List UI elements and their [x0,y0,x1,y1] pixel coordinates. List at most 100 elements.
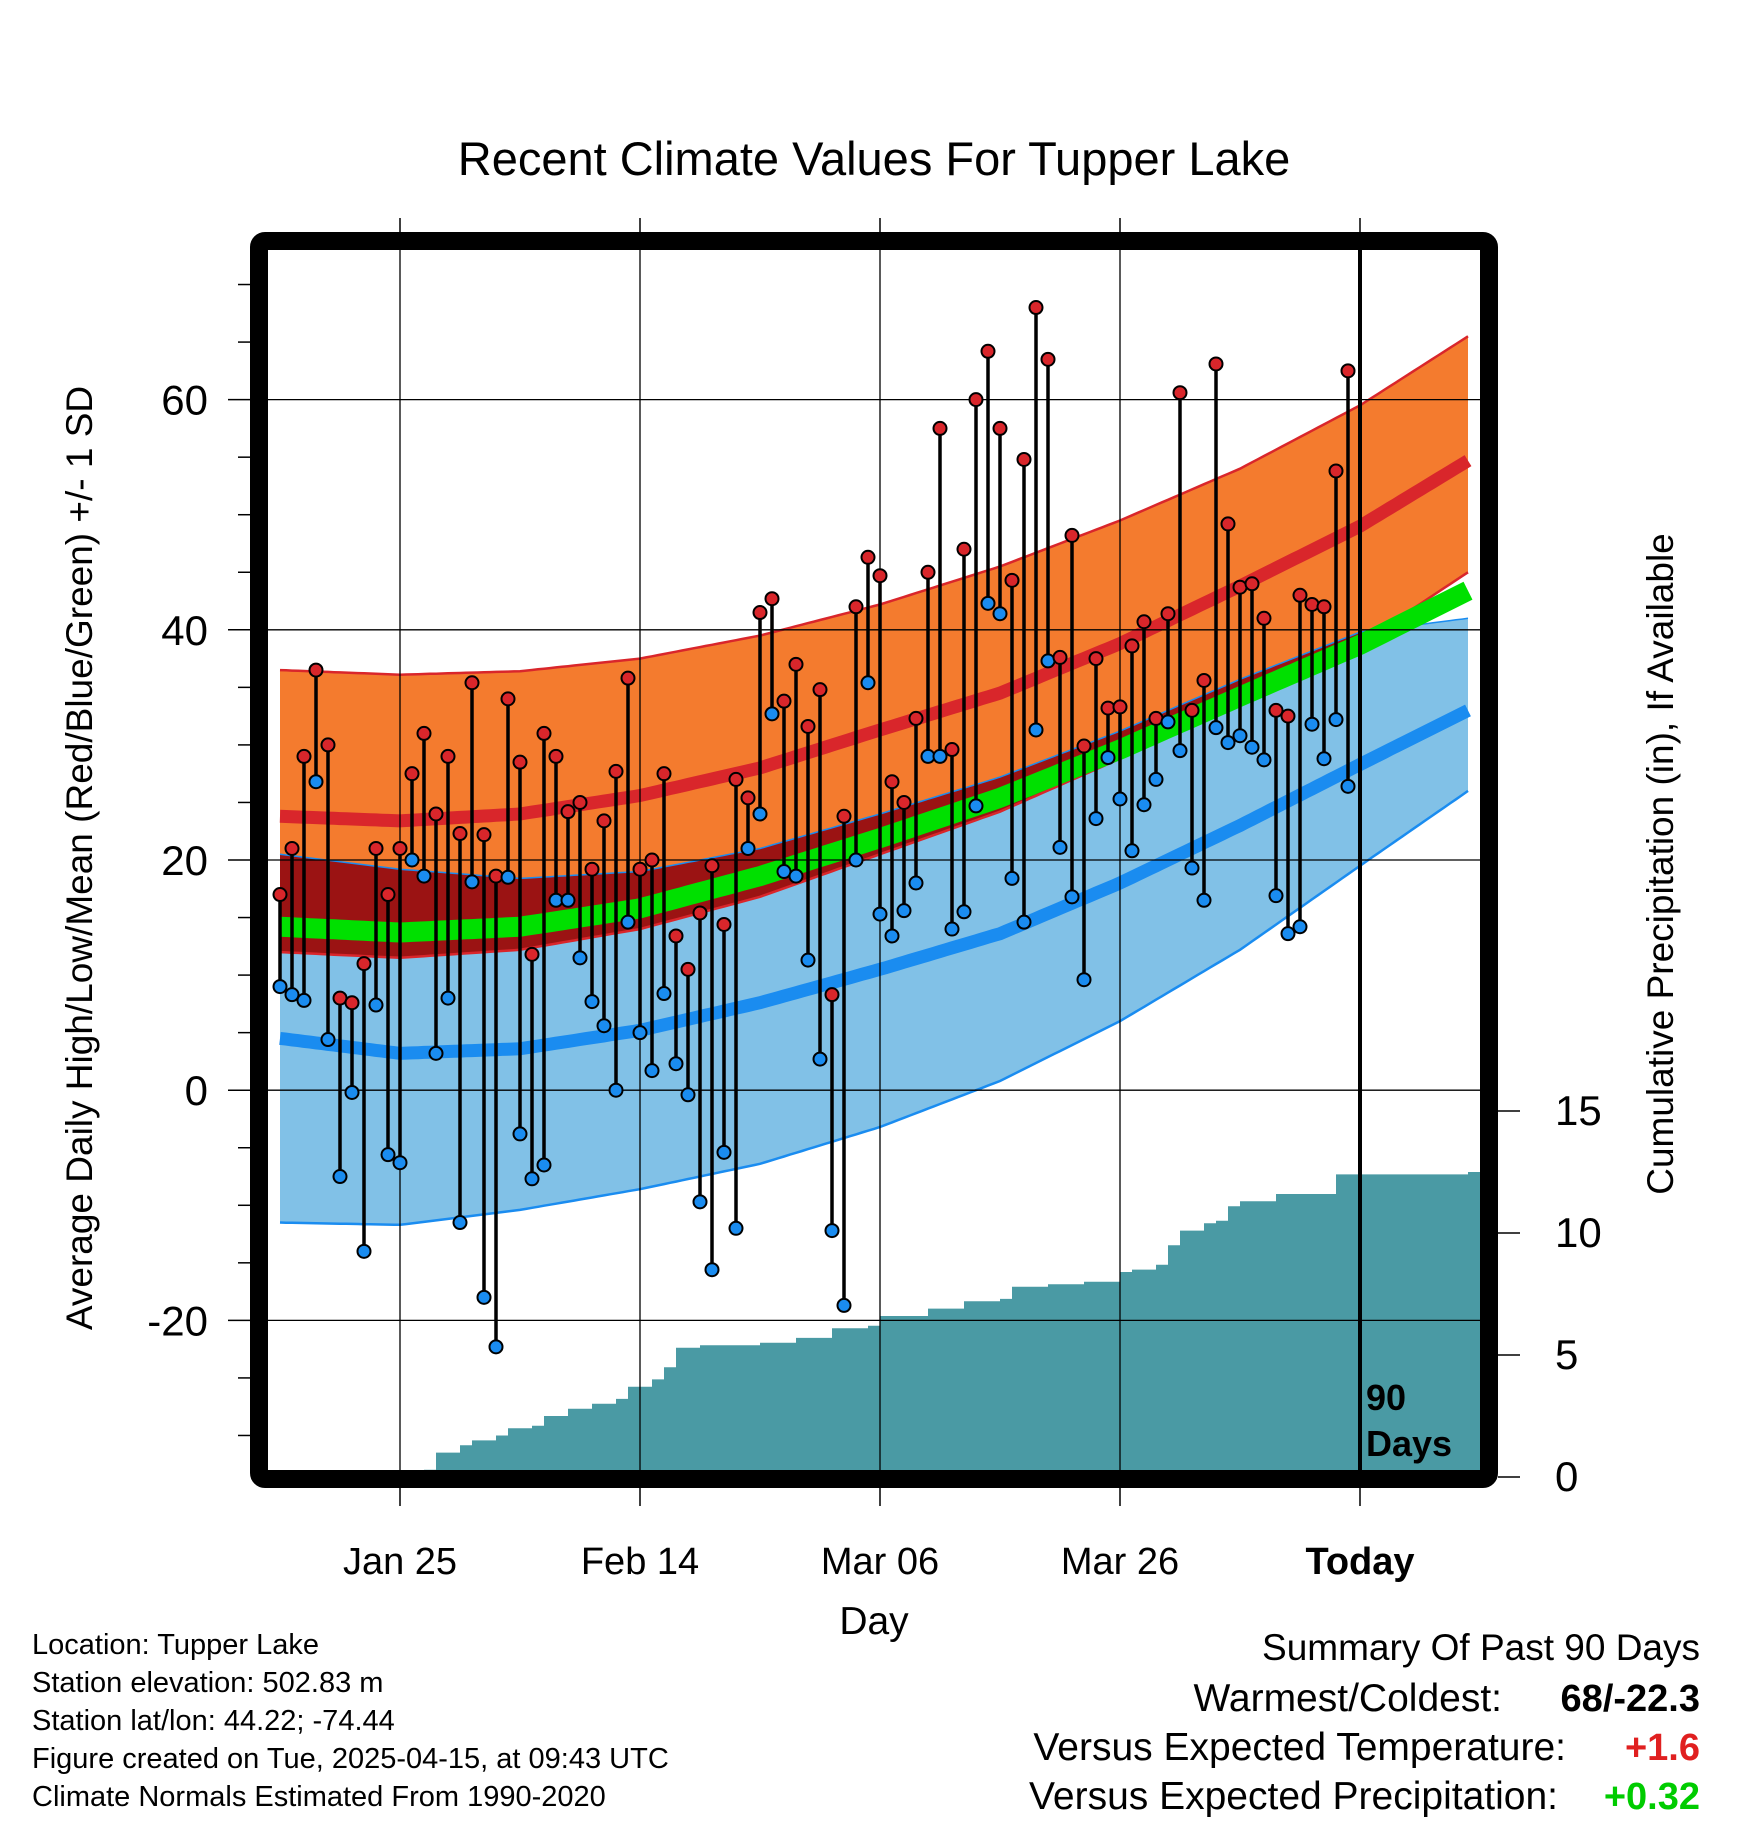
daily-high-point [404,766,420,782]
daily-high-point [908,710,924,726]
daily-high-point [1292,587,1308,603]
daily-high-point [512,754,528,770]
daily-high-point [776,693,792,709]
daily-high-point [572,794,588,810]
daily-low-point [956,904,972,920]
daily-high-point [1076,738,1092,754]
footer-latlon: Station lat/lon: 44.22; -74.44 [32,1705,395,1737]
y-axis: -20 0 20 40 60 [147,283,250,1437]
daily-low-point [704,1262,720,1278]
daily-high-point [680,961,696,977]
daily-low-point [404,852,420,868]
daily-low-point [320,1032,336,1048]
y-tick-label: 0 [185,1067,208,1114]
daily-high-point [308,662,324,678]
daily-low-point [284,987,300,1003]
daily-low-point [500,869,516,885]
daily-high-point [1028,300,1044,316]
daily-low-point [416,868,432,884]
daily-high-point [1172,385,1188,401]
summary-extremes-value: 68/-22.3 [1560,1678,1700,1720]
low-sd-band [280,618,1468,1225]
daily-low-point [368,997,384,1013]
daily-low-point [596,1018,612,1034]
y-tick-label: 20 [161,837,208,884]
daily-low-point [440,990,456,1006]
daily-high-point [476,827,492,843]
daily-low-point [740,840,756,856]
daily-high-point [392,840,408,856]
daily-low-point [476,1289,492,1305]
daily-low-point [680,1087,696,1103]
daily-high-point [1148,710,1164,726]
plot-area: 90 Days -20 0 20 40 60 0 5 10 15 Jan 25 Feb 14 Mar 06… [147,218,1602,1583]
daily-high-point [812,682,828,698]
daily-low-point [1016,914,1032,930]
daily-low-point [1064,889,1080,905]
daily-low-point [272,979,288,995]
daily-low-point [632,1025,648,1041]
x-tick-label: Mar 26 [1061,1541,1179,1583]
daily-high-point [1016,451,1032,467]
daily-low-point [524,1171,540,1187]
normal-high-line [279,455,1472,828]
daily-low-point [932,748,948,764]
daily-high-point [656,766,672,782]
daily-low-point [1172,743,1188,759]
y2-axis: 0 5 10 15 [1498,1087,1602,1500]
y2-tick-label: 15 [1555,1087,1602,1134]
daily-high-point [1052,649,1068,665]
daily-low-point [944,921,960,937]
daily-low-point [392,1155,408,1171]
daily-high-point [884,774,900,790]
daily-high-point [632,861,648,877]
summary-title: Summary Of Past 90 Days [1262,1627,1700,1668]
daily-low-point [800,952,816,968]
daily-high-point [848,599,864,615]
daily-low-point [728,1220,744,1236]
daily-low-point [836,1297,852,1313]
x-axis-label: Day [839,1600,909,1643]
normal-mean-line [279,581,1473,943]
daily-high-point [1268,702,1284,718]
summary-precip-value: +0.32 [1603,1776,1700,1818]
daily-high-point [740,790,756,806]
daily-high-point [344,995,360,1011]
daily-low-point [584,994,600,1010]
daily-high-point [500,691,516,707]
daily-low-point [644,1063,660,1079]
daily-high-point [1256,610,1272,626]
daily-high-point [752,605,768,621]
daily-low-point [668,1056,684,1072]
y-tick-label: -20 [147,1297,208,1344]
daily-high-point [1004,572,1020,588]
daily-low-point [1112,791,1128,807]
daily-high-point [644,852,660,868]
daily-high-point [1124,638,1140,654]
daily-high-point [272,887,288,903]
summary-precip-label: Versus Expected Precipitation: [1029,1775,1558,1818]
daily-low-point [608,1082,624,1098]
daily-low-point [812,1051,828,1067]
plot-frame [250,232,1498,1488]
daily-low-point [620,914,636,930]
daily-high-point [1100,700,1116,716]
daily-high-point [668,928,684,944]
daily-low-point [848,852,864,868]
x-tick-label: Feb 14 [581,1541,699,1583]
daily-low-point [896,903,912,919]
daily-low-point [1004,870,1020,886]
daily-low-point [356,1243,372,1259]
daily-low-point [308,774,324,790]
daily-observations [272,300,1356,1355]
low-upper-edge [279,617,1469,880]
daily-high-point [608,763,624,779]
daily-low-point [884,928,900,944]
footer-location: Location: Tupper Lake [32,1629,319,1661]
daily-high-point [788,656,804,672]
daily-low-point [716,1144,732,1160]
daily-high-point [692,905,708,921]
high-upper-edge [279,335,1469,676]
daily-low-point [1196,892,1212,908]
daily-high-point [1208,356,1224,372]
